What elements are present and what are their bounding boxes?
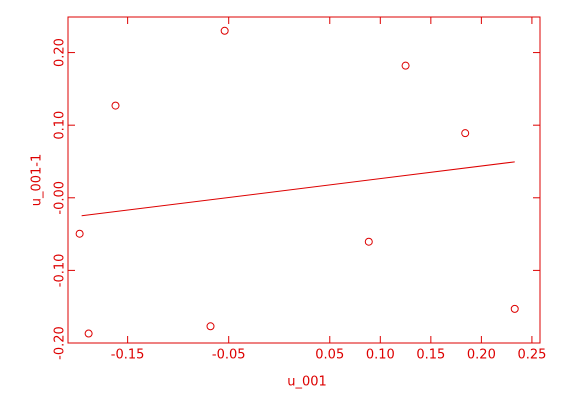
x-tick-label: -0.15 — [111, 348, 145, 363]
y-tick-label: -0.00 — [53, 181, 68, 215]
point — [84, 329, 93, 338]
point — [401, 61, 410, 70]
x-tick-label: 0.25 — [517, 348, 546, 363]
point — [75, 229, 84, 238]
plot-frame — [67, 16, 541, 344]
y-tick-label: 0.10 — [53, 111, 68, 140]
x-tick-label: -0.05 — [212, 348, 246, 363]
point — [220, 26, 229, 35]
x-tick-label: 0.20 — [467, 348, 496, 363]
point — [206, 322, 215, 331]
x-tick-label: 0.15 — [416, 348, 445, 363]
x-axis-label: u_001 — [287, 375, 327, 390]
y-tick-label: -0.10 — [53, 254, 68, 288]
point — [461, 129, 470, 138]
point — [510, 304, 519, 313]
x-tick-label: 0.05 — [315, 348, 344, 363]
x-tick-label: 0.10 — [366, 348, 395, 363]
point — [111, 101, 120, 110]
y-tick-label: 0.20 — [53, 38, 68, 67]
fit-line — [81, 161, 515, 217]
y-tick-label: -0.20 — [53, 326, 68, 360]
y-axis-label: u_001-1 — [30, 154, 45, 207]
point — [364, 237, 373, 246]
